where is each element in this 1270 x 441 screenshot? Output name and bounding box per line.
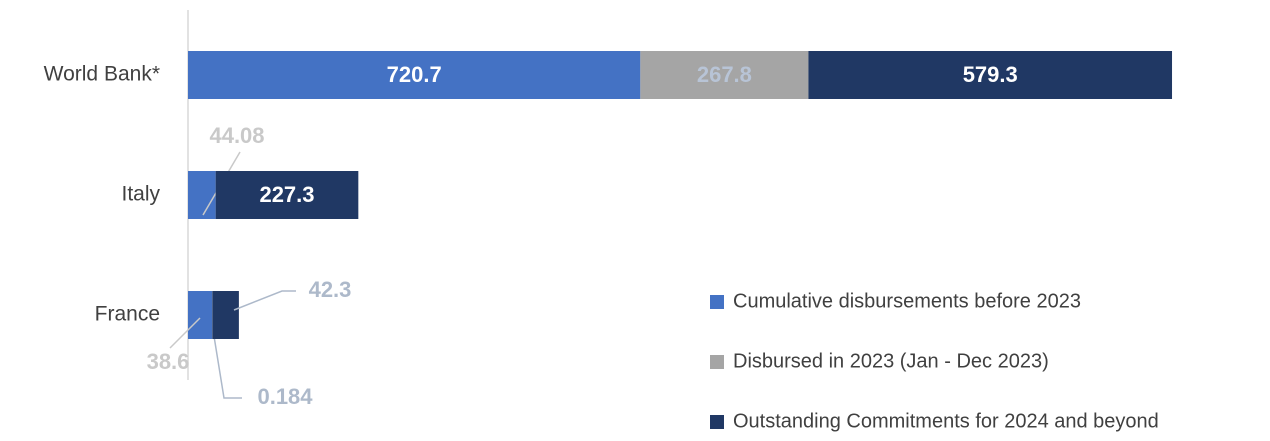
category-label: World Bank*	[44, 63, 160, 86]
value-label: 42.3	[309, 277, 352, 302]
category-label: France	[95, 303, 160, 326]
leader-line	[169, 317, 201, 349]
value-label: 38.6	[147, 349, 190, 374]
legend-swatch	[710, 355, 724, 369]
value-label: 227.3	[259, 182, 314, 207]
legend-label: Disbursed in 2023 (Jan - Dec 2023)	[733, 350, 1049, 372]
bar-segment	[188, 51, 641, 99]
category-label: Italy	[121, 183, 160, 206]
value-label: 720.7	[387, 62, 442, 87]
value-label: 267.8	[697, 62, 752, 87]
bar-segment	[212, 291, 239, 339]
legend-label: Cumulative disbursements before 2023	[733, 290, 1081, 312]
bar-segment	[215, 171, 359, 219]
value-label: 44.08	[209, 123, 264, 148]
value-label: 0.184	[257, 384, 313, 409]
bar-segment	[188, 291, 213, 339]
legend-swatch	[710, 415, 724, 429]
value-label: 579.3	[963, 62, 1018, 87]
bar-segment	[640, 51, 809, 99]
legend-label: Outstanding Commitments for 2024 and bey…	[733, 410, 1159, 432]
bar-segment	[808, 51, 1173, 99]
bar-segment	[188, 171, 216, 219]
legend-swatch	[710, 295, 724, 309]
leader-line	[233, 290, 296, 311]
leader-line	[212, 329, 242, 399]
